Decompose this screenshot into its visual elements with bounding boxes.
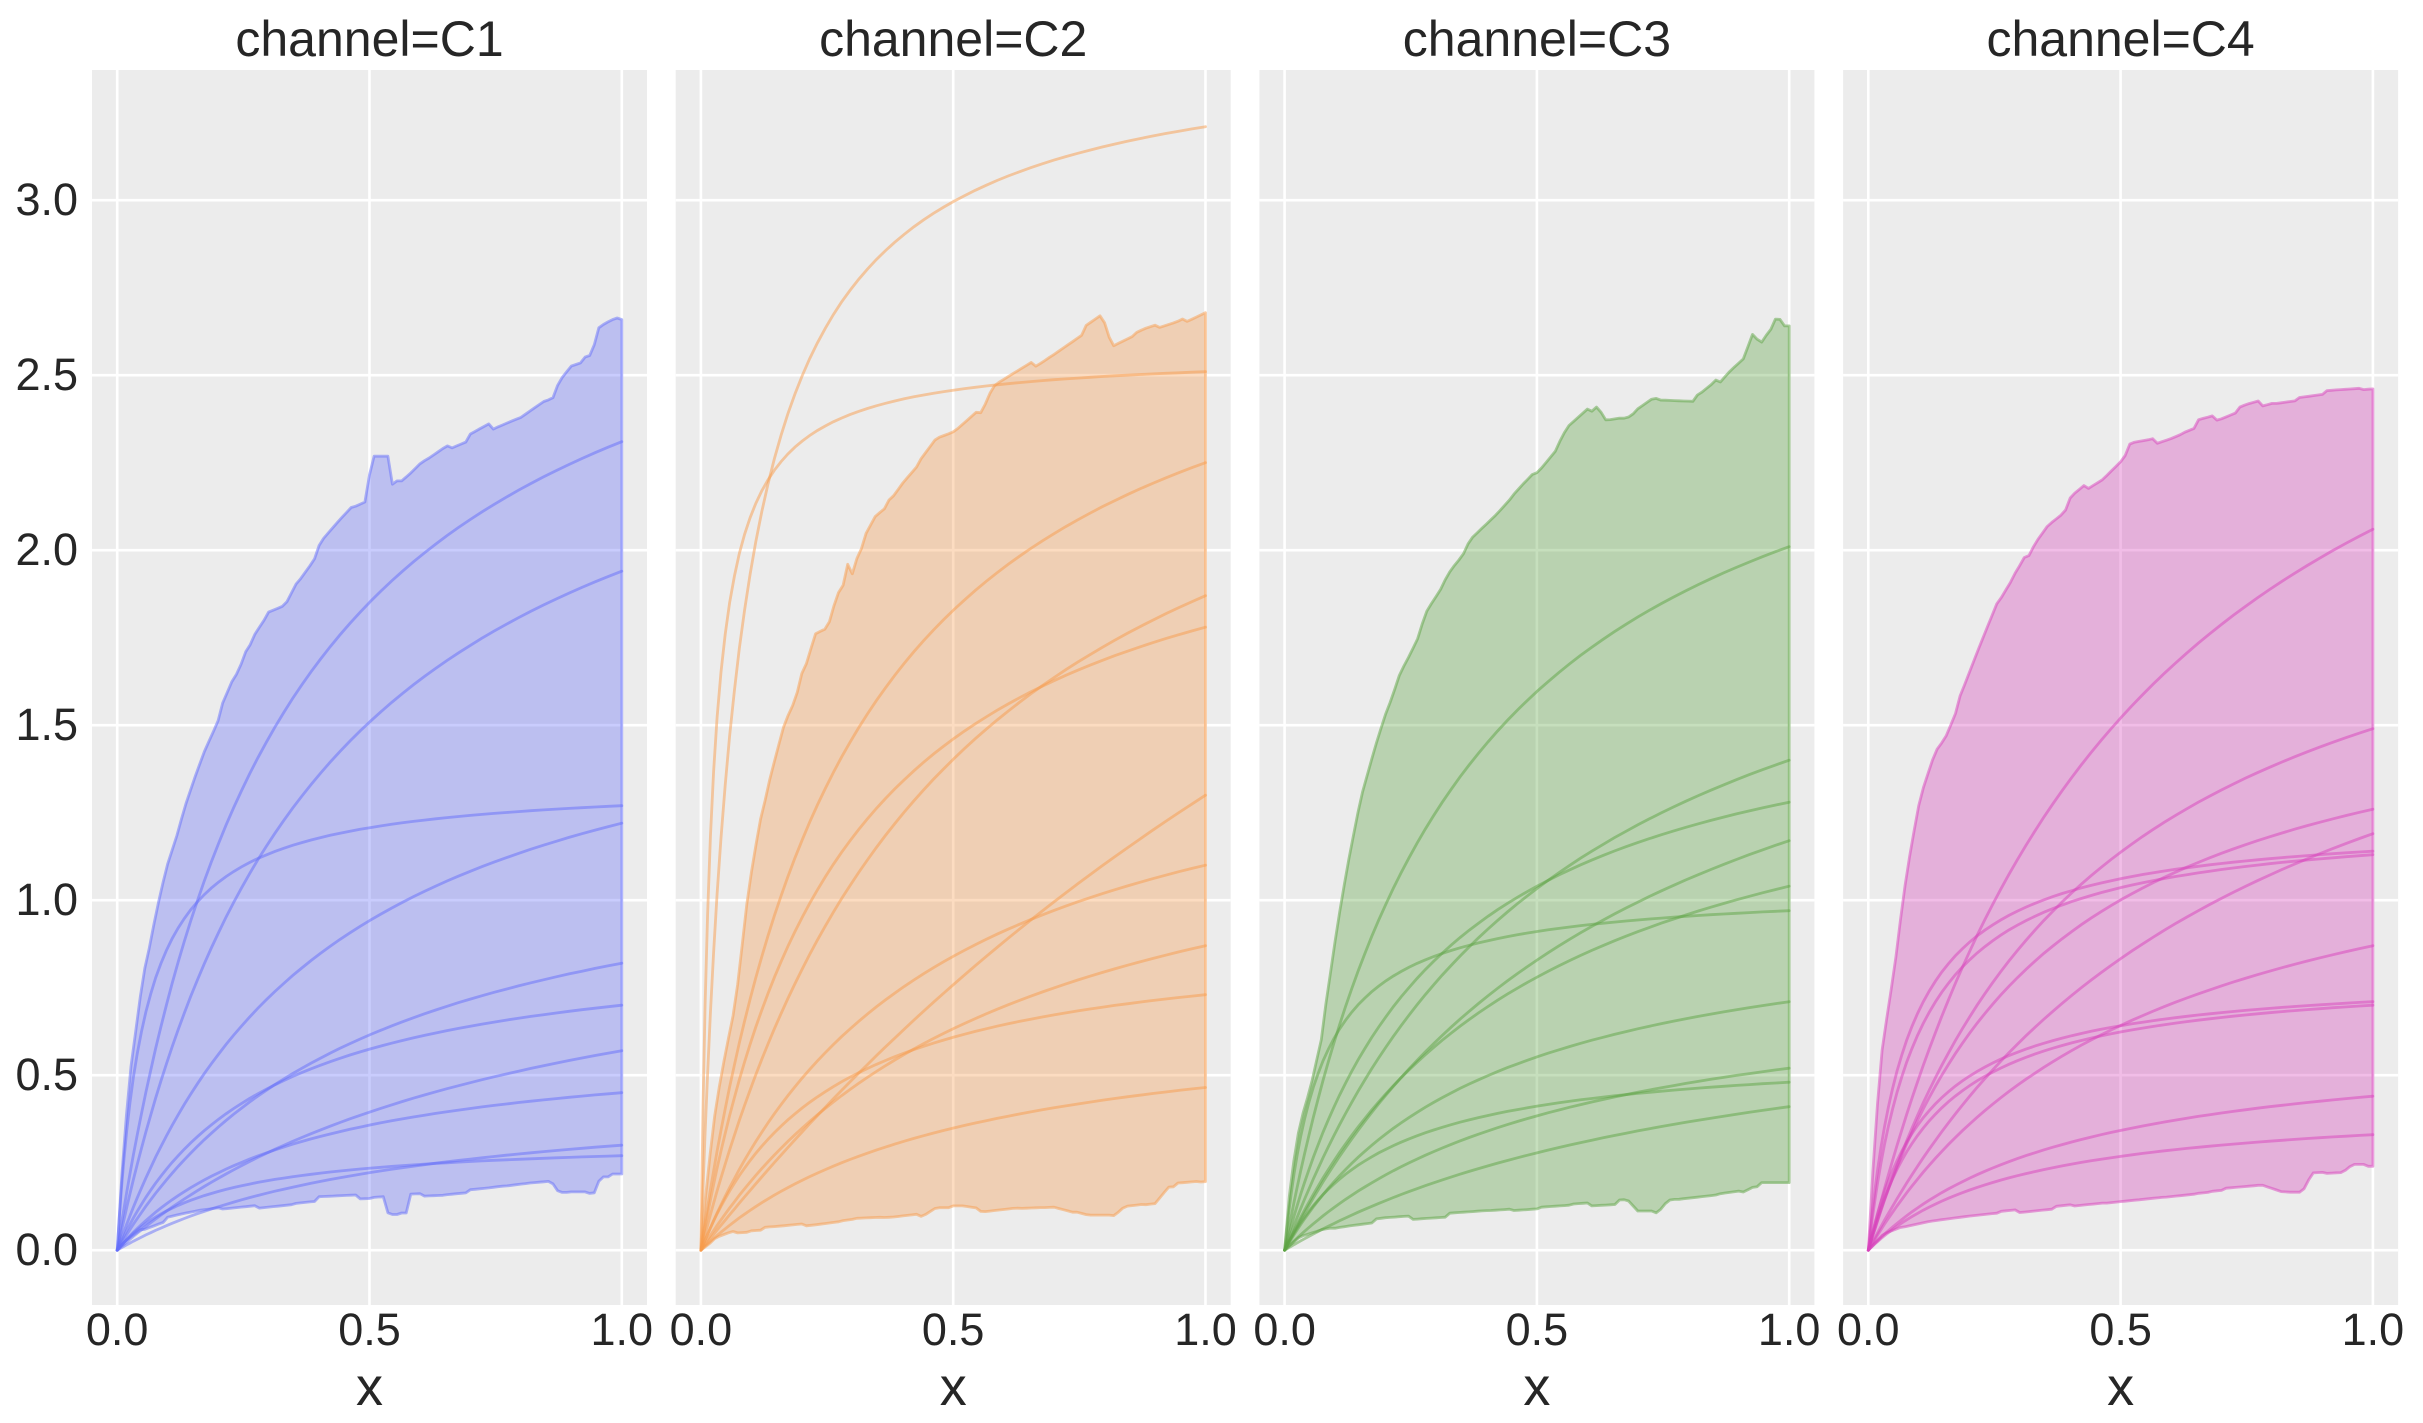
- svg-text:1.0: 1.0: [15, 874, 78, 925]
- svg-text:0.5: 0.5: [922, 1304, 985, 1355]
- svg-text:x: x: [940, 1357, 967, 1417]
- svg-text:channel=C2: channel=C2: [819, 11, 1087, 67]
- svg-text:1.0: 1.0: [591, 1304, 654, 1355]
- svg-text:0.5: 0.5: [338, 1304, 401, 1355]
- svg-text:1.0: 1.0: [1758, 1304, 1821, 1355]
- svg-text:x: x: [1523, 1357, 1550, 1417]
- svg-text:1.0: 1.0: [1174, 1304, 1237, 1355]
- svg-text:channel=C4: channel=C4: [1986, 11, 2254, 67]
- svg-text:2.5: 2.5: [15, 349, 78, 400]
- svg-text:0.0: 0.0: [86, 1304, 149, 1355]
- svg-text:0.0: 0.0: [1837, 1304, 1900, 1355]
- svg-text:3.0: 3.0: [15, 174, 78, 225]
- svg-text:x: x: [356, 1357, 383, 1417]
- svg-text:x: x: [2107, 1357, 2134, 1417]
- svg-text:0.0: 0.0: [1253, 1304, 1316, 1355]
- svg-text:1.5: 1.5: [15, 699, 78, 750]
- svg-text:channel=C3: channel=C3: [1403, 11, 1671, 67]
- svg-text:0.0: 0.0: [15, 1224, 78, 1275]
- svg-text:0.5: 0.5: [1506, 1304, 1569, 1355]
- svg-text:0.5: 0.5: [15, 1049, 78, 1100]
- svg-text:0.0: 0.0: [670, 1304, 733, 1355]
- svg-text:1.0: 1.0: [2342, 1304, 2405, 1355]
- svg-text:2.0: 2.0: [15, 524, 78, 575]
- svg-text:channel=C1: channel=C1: [235, 11, 503, 67]
- svg-text:0.5: 0.5: [2089, 1304, 2152, 1355]
